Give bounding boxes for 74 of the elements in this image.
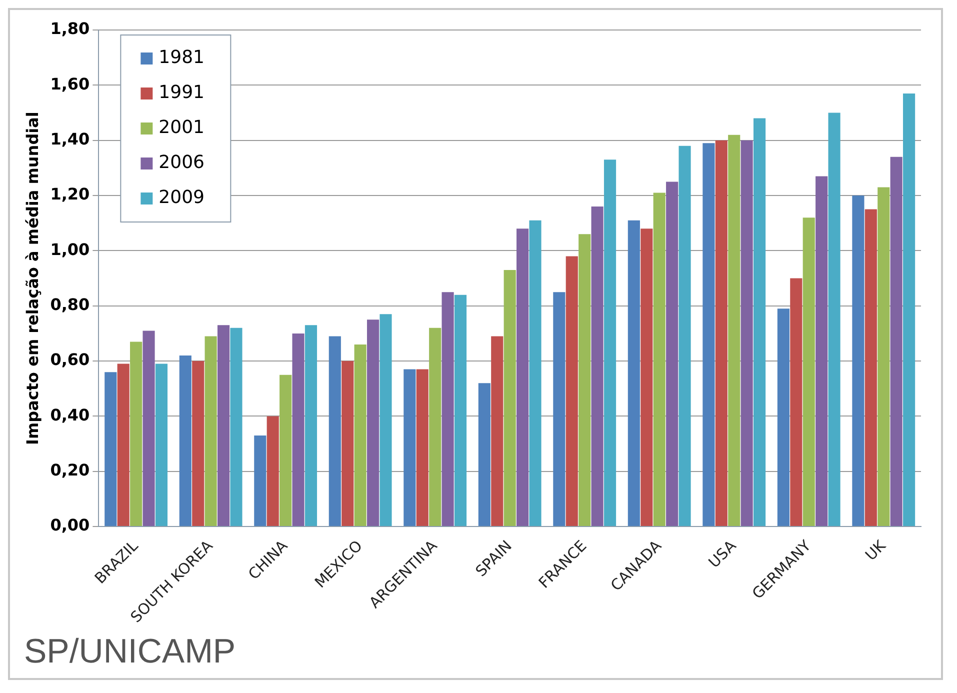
y-tick-label: 0,80 — [50, 295, 90, 314]
bar — [715, 140, 728, 526]
bar — [828, 112, 840, 526]
bar — [404, 369, 416, 526]
bar — [429, 328, 442, 526]
bar — [504, 270, 516, 526]
bar — [266, 416, 279, 526]
bar — [666, 182, 678, 526]
bar — [416, 369, 428, 526]
bar — [604, 160, 616, 526]
bar — [454, 294, 467, 526]
y-tick-label: 0,60 — [50, 350, 90, 370]
bar — [529, 220, 542, 526]
bar — [516, 228, 529, 526]
bar — [802, 218, 815, 526]
bar — [354, 344, 366, 526]
y-tick-label: 0,40 — [50, 405, 90, 424]
bar — [740, 140, 753, 526]
bar — [192, 361, 204, 526]
bar — [678, 146, 691, 526]
bar — [777, 308, 790, 526]
bar — [790, 278, 802, 526]
bar — [753, 118, 766, 526]
legend-label: 2006 — [158, 152, 204, 174]
bar — [890, 156, 902, 526]
y-tick-label: 1,40 — [50, 130, 90, 148]
y-tick-label: 1,00 — [50, 240, 90, 259]
x-tick-label: UK — [862, 536, 890, 564]
bar — [702, 143, 715, 526]
bar — [155, 364, 168, 526]
bar — [442, 292, 454, 526]
y-tick-label: 0,00 — [50, 516, 90, 535]
bar — [878, 187, 890, 526]
bar — [230, 328, 242, 526]
bar — [640, 228, 653, 526]
bar — [328, 336, 341, 526]
legend-label: 2001 — [158, 117, 204, 138]
bar — [380, 314, 392, 526]
bar — [628, 220, 640, 526]
bar — [491, 336, 504, 526]
bar — [816, 176, 828, 526]
bar — [578, 234, 591, 526]
bar — [204, 336, 217, 526]
bar — [254, 436, 266, 526]
y-axis-title: Impacto em relação à média mundial — [22, 112, 42, 445]
bar — [104, 372, 117, 526]
bar — [653, 192, 666, 526]
legend-label: 1981 — [158, 47, 204, 68]
bar — [117, 364, 130, 526]
bar — [304, 325, 318, 526]
bar — [130, 342, 142, 526]
bar — [292, 333, 304, 526]
bar — [179, 356, 192, 526]
x-tick-label: USA — [705, 536, 740, 572]
bar — [280, 374, 292, 526]
bar — [342, 361, 354, 526]
y-tick-label: 1,80 — [50, 19, 90, 38]
bar — [852, 196, 864, 526]
legend-label: 2009 — [158, 187, 204, 208]
bar — [591, 206, 604, 526]
bar — [366, 320, 380, 526]
bar — [566, 256, 578, 526]
bar — [478, 383, 490, 526]
legend-label: 1991 — [158, 82, 204, 104]
y-tick-label: 0,20 — [50, 460, 90, 480]
bar — [142, 330, 155, 526]
bar — [728, 134, 740, 526]
text: SP/UNICAMP — [24, 632, 236, 670]
y-tick-label: 1,20 — [50, 184, 90, 204]
bar — [903, 93, 916, 526]
bar — [864, 209, 877, 526]
bar — [217, 325, 230, 526]
bar — [553, 292, 566, 526]
y-tick-label: 1,60 — [50, 74, 90, 94]
